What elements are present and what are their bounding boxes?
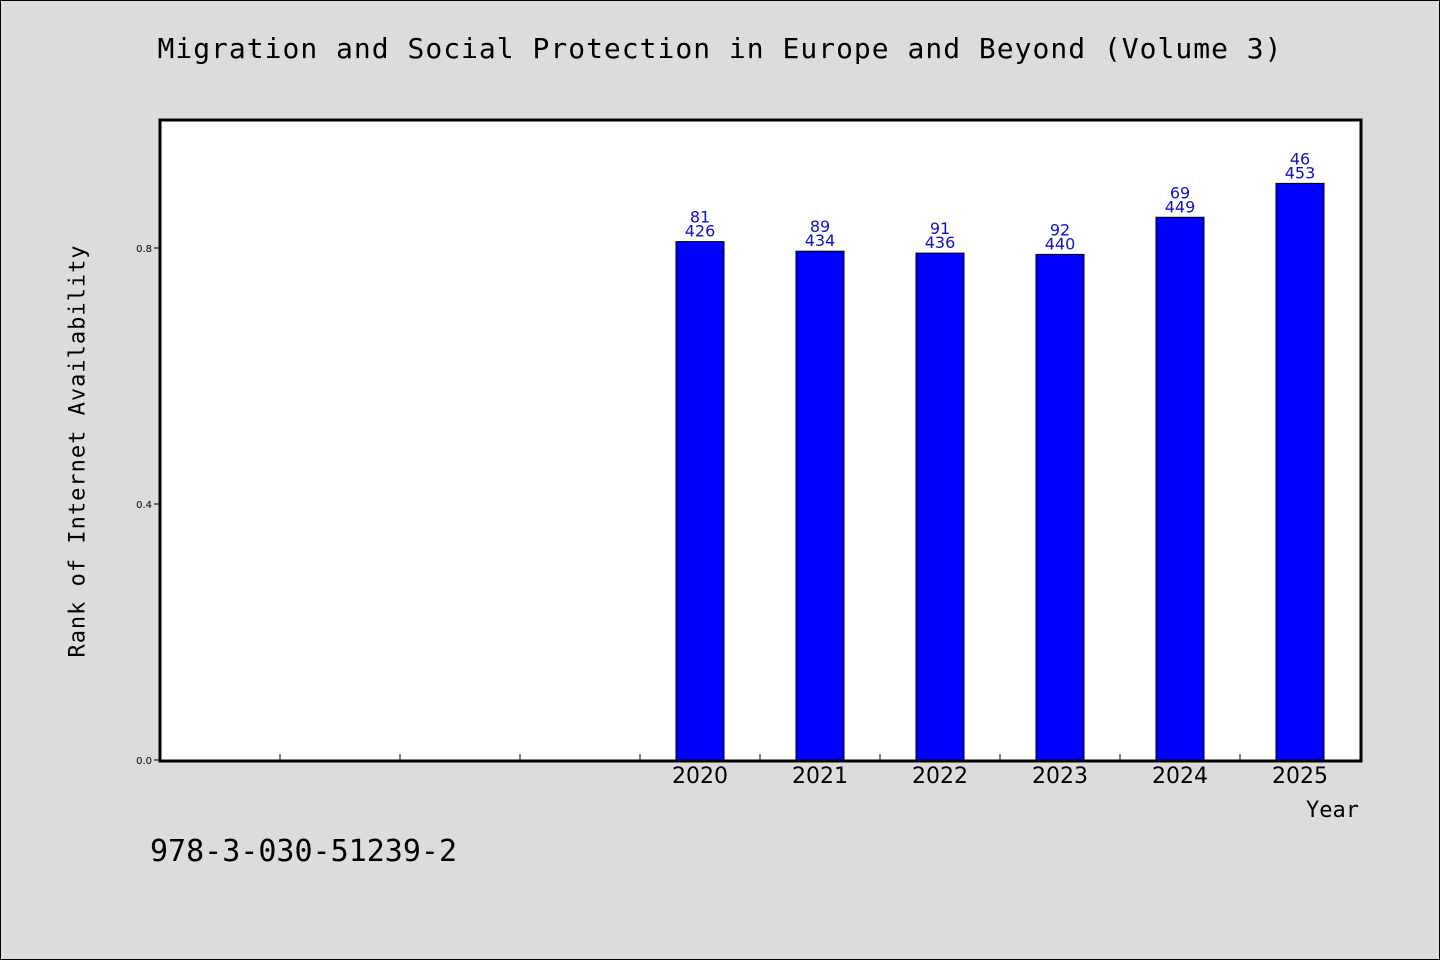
bar-label-bottom: 426 [685, 222, 716, 241]
bar-label-top: 46 [1290, 149, 1310, 168]
y-tick-label: 0.4 [136, 500, 152, 511]
bar [915, 252, 965, 761]
bar [1035, 253, 1085, 761]
bar-label-top: 92 [1050, 220, 1070, 239]
x-tick-label: 2020 [672, 764, 728, 789]
bar-label-bottom: 440 [1045, 234, 1076, 253]
y-tick-label: 0.0 [136, 756, 152, 767]
bar-label-top: 89 [810, 217, 830, 236]
bar [795, 250, 845, 761]
bar-label-top: 69 [1170, 183, 1190, 202]
bar [1275, 182, 1325, 761]
x-tick-label: 2021 [792, 764, 848, 789]
bar-label-top: 81 [690, 208, 710, 227]
x-tick-label: 2023 [1032, 764, 1088, 789]
x-tick-label: 2025 [1272, 764, 1328, 789]
x-tick-label: 2022 [912, 764, 968, 789]
bar-label-top: 91 [930, 219, 950, 238]
bar-label-bottom: 449 [1165, 197, 1196, 216]
y-tick-label: 0.8 [136, 244, 152, 255]
bar [675, 241, 725, 761]
chart-title: Migration and Social Protection in Europ… [157, 32, 1283, 65]
bar [1155, 216, 1205, 761]
x-tick-label: 2024 [1152, 764, 1208, 789]
bar-label-bottom: 453 [1285, 163, 1316, 182]
bar-label-bottom: 436 [925, 233, 956, 252]
isbn-text: 978-3-030-51239-2 [150, 834, 458, 869]
bar-label-bottom: 434 [805, 231, 836, 250]
x-axis-label: Year [1306, 798, 1359, 823]
